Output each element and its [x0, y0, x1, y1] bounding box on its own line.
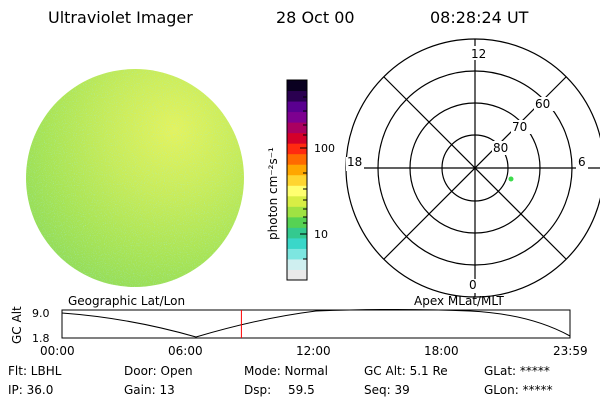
- timeline-right-title: Apex MLat/MLT: [414, 294, 504, 308]
- colorbar-swatch: [287, 248, 307, 260]
- colorbar-swatch: [287, 90, 307, 102]
- colorbar-frame: [286, 79, 308, 281]
- hour-label-6: 6: [578, 155, 586, 169]
- timeline-xtick-1: 06:00: [168, 344, 203, 358]
- glon-info: GLon: *****: [484, 383, 553, 397]
- colorbar-swatches: [287, 80, 307, 281]
- glat-info: GLat: *****: [484, 364, 550, 378]
- colorbar-swatch: [287, 227, 307, 239]
- colorbar-swatch: [287, 132, 307, 144]
- colorbar-swatch: [287, 164, 307, 176]
- disk-noise-texture: [26, 69, 244, 287]
- colorbar-swatch: [287, 206, 307, 218]
- observation-time: 08:28:24 UT: [430, 8, 529, 27]
- satellite-position-marker: [508, 176, 514, 182]
- colorbar-swatch: [287, 174, 307, 186]
- observation-date: 28 Oct 00: [276, 8, 355, 27]
- seq-info: Seq: 39: [364, 383, 410, 397]
- colorbar-swatch: [287, 237, 307, 249]
- mode-info: Mode: Normal: [244, 364, 328, 378]
- timeline-frame: [61, 309, 571, 339]
- timeline-xtick-3: 18:00: [424, 344, 459, 358]
- colorbar-label-10: 10: [314, 228, 328, 241]
- colorbar-unit-label: photon cm⁻²s⁻¹: [266, 147, 280, 240]
- hour-label-0: 0: [469, 278, 477, 292]
- timeline-ylabel: GC Alt: [10, 306, 24, 344]
- colorbar-swatch: [287, 153, 307, 165]
- timeline-ytick-1.8: 1.8: [32, 332, 50, 345]
- colorbar-swatch: [287, 185, 307, 197]
- colorbar-swatch: [287, 122, 307, 134]
- colorbar-swatch: [287, 111, 307, 123]
- timeline-left-title: Geographic Lat/Lon: [68, 294, 186, 308]
- dsp-value: 59.5: [288, 383, 315, 397]
- colorbar-label-100: 100: [314, 142, 335, 155]
- dsp-label: Dsp:: [244, 383, 272, 397]
- gc-alt-info: GC Alt: 5.1 Re: [364, 364, 448, 378]
- colorbar-swatch: [287, 258, 307, 270]
- colorbar-swatch: [287, 216, 307, 228]
- hour-label-12: 12: [471, 47, 486, 61]
- colorbar-swatch: [287, 195, 307, 207]
- lat-label-80: 80: [493, 141, 508, 155]
- altitude-curve: [61, 309, 571, 338]
- gain-info: Gain: 13: [124, 383, 175, 397]
- lat-label-70: 70: [512, 120, 527, 134]
- timeline-xtick-2: 12:00: [296, 344, 331, 358]
- door-info: Door: Open: [124, 364, 193, 378]
- colorbar-swatch: [287, 269, 307, 281]
- colorbar-swatch: [287, 143, 307, 155]
- timeline-ytick-9: 9.0: [32, 307, 50, 320]
- timeline-xtick-0: 00:00: [40, 344, 75, 358]
- lat-label-60: 60: [535, 97, 550, 111]
- hour-label-18: 18: [347, 155, 362, 169]
- colorbar-swatch: [287, 80, 307, 92]
- instrument-title: Ultraviolet Imager: [48, 8, 193, 27]
- ip-info: IP: 36.0: [8, 383, 54, 397]
- timeline-xtick-4: 23:59: [553, 344, 588, 358]
- filter-info: Flt: LBHL: [8, 364, 62, 378]
- colorbar-swatch: [287, 101, 307, 113]
